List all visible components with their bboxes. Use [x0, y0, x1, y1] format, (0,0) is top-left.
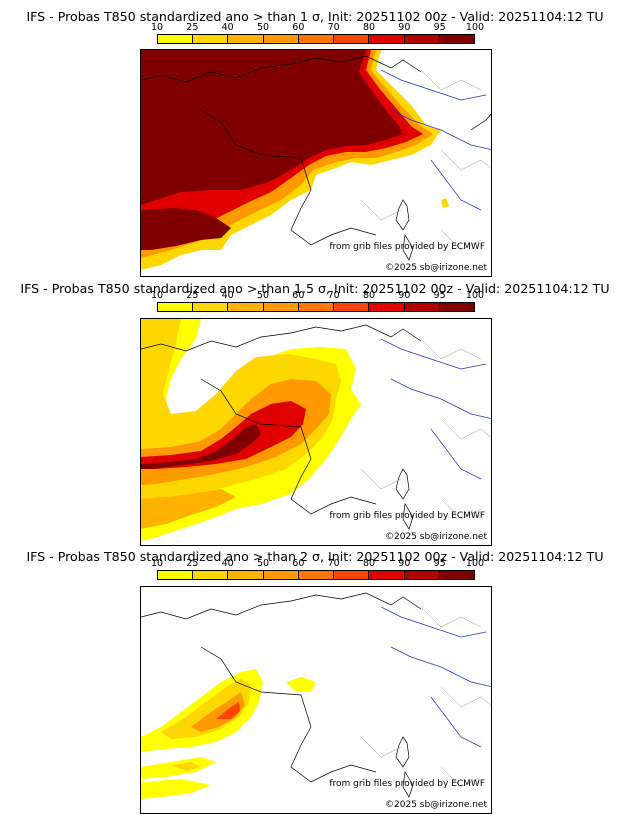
colorbar-swatch: [158, 35, 194, 43]
colorbar-swatch: [298, 571, 335, 579]
colorbar-swatch: [369, 571, 405, 579]
copyright-credit: ©2025 sb@irizone.net: [385, 263, 487, 273]
colorbar-swatch: [158, 571, 194, 579]
colorbar-tick-label: 40: [221, 290, 234, 301]
data-source-credit: from grib files provided by ECMWF: [329, 242, 485, 252]
colorbar-tick-label: 60: [292, 558, 305, 569]
colorbar-tick-label: 40: [221, 558, 234, 569]
colorbar-swatch: [404, 571, 440, 579]
colorbar-tick-label: 50: [256, 290, 270, 301]
panel-2-title: IFS - Probas T850 standardized ano > tha…: [20, 281, 610, 296]
panel-1-colorbar: 10 25 40 50 60 70 80 90 95 100: [151, 22, 484, 50]
colorbar-tick-label: 90: [398, 290, 411, 301]
colorbar-swatches: [157, 34, 475, 44]
colorbar-swatch: [298, 35, 335, 43]
colorbar-tick-label: 100: [465, 558, 485, 569]
colorbar-tick-label: 10: [150, 290, 164, 301]
colorbar-tick-label: 10: [150, 22, 164, 33]
colorbar-tick-label: 70: [327, 22, 340, 33]
colorbar-swatch: [369, 35, 405, 43]
copyright-credit: ©2025 sb@irizone.net: [385, 800, 487, 810]
colorbar-labels: 10 25 40 50 60 70 80 90 95 100: [151, 22, 484, 33]
colorbar-tick-label: 95: [433, 558, 446, 569]
colorbar-tick-label: 10: [150, 558, 164, 569]
colorbar-tick-label: 90: [398, 22, 411, 33]
panel-1-map: from grib files provided by ECMWF ©2025 …: [140, 49, 492, 277]
copyright-credit: ©2025 sb@irizone.net: [385, 532, 487, 542]
colorbar-labels: 10 25 40 50 60 70 80 90 95 100: [151, 290, 484, 301]
data-source-credit: from grib files provided by ECMWF: [329, 511, 485, 521]
colorbar-labels: 10 25 40 50 60 70 80 90 95 100: [151, 558, 484, 569]
probability-map-2: [141, 319, 491, 541]
colorbar-swatch: [263, 303, 299, 311]
colorbar-swatch: [193, 35, 229, 43]
colorbar-swatch: [334, 303, 370, 311]
panel-3-map: from grib files provided by ECMWF ©2025 …: [140, 586, 492, 814]
colorbar-tick-label: 90: [398, 558, 411, 569]
panel-3-colorbar: 10 25 40 50 60 70 80 90 95 100: [151, 558, 484, 586]
colorbar-swatch: [439, 35, 474, 43]
colorbar-tick-label: 50: [256, 22, 270, 33]
colorbar-swatch: [228, 35, 264, 43]
colorbar-swatch: [263, 35, 299, 43]
probability-map-3: [141, 592, 491, 799]
colorbar-tick-label: 25: [186, 290, 199, 301]
colorbar-swatch: [263, 571, 299, 579]
colorbar-swatches: [157, 302, 475, 312]
colorbar-swatch: [228, 303, 264, 311]
colorbar-swatch: [298, 303, 335, 311]
colorbar-tick-label: 100: [465, 22, 485, 33]
colorbar-swatches: [157, 570, 475, 580]
colorbar-tick-label: 80: [362, 558, 376, 569]
colorbar-tick-label: 70: [327, 290, 340, 301]
colorbar-swatch: [439, 303, 474, 311]
colorbar-tick-label: 95: [433, 22, 446, 33]
colorbar-tick-label: 80: [362, 22, 376, 33]
colorbar-tick-label: 40: [221, 22, 234, 33]
colorbar-swatch: [334, 571, 370, 579]
panel-3-title: IFS - Probas T850 standardized ano > tha…: [26, 549, 604, 564]
colorbar-swatch: [193, 303, 229, 311]
colorbar-swatch: [369, 303, 405, 311]
panel-1-title: IFS - Probas T850 standardized ano > tha…: [26, 9, 604, 24]
colorbar-tick-label: 100: [465, 290, 485, 301]
colorbar-tick-label: 95: [433, 290, 446, 301]
colorbar-swatch: [439, 571, 474, 579]
colorbar-tick-label: 50: [256, 558, 270, 569]
colorbar-swatch: [158, 303, 194, 311]
colorbar-swatch: [404, 35, 440, 43]
colorbar-swatch: [228, 571, 264, 579]
colorbar-tick-label: 70: [327, 558, 340, 569]
panel-2-map: from grib files provided by ECMWF ©2025 …: [140, 318, 492, 546]
colorbar-swatch: [404, 303, 440, 311]
colorbar-tick-label: 60: [292, 290, 305, 301]
colorbar-tick-label: 25: [186, 22, 199, 33]
colorbar-tick-label: 60: [292, 22, 305, 33]
colorbar-swatch: [334, 35, 370, 43]
panel-2-colorbar: 10 25 40 50 60 70 80 90 95 100: [151, 290, 484, 318]
data-source-credit: from grib files provided by ECMWF: [329, 779, 485, 789]
colorbar-tick-label: 80: [362, 290, 376, 301]
probability-map-1: [141, 50, 491, 270]
colorbar-swatch: [193, 571, 229, 579]
colorbar-tick-label: 25: [186, 558, 199, 569]
